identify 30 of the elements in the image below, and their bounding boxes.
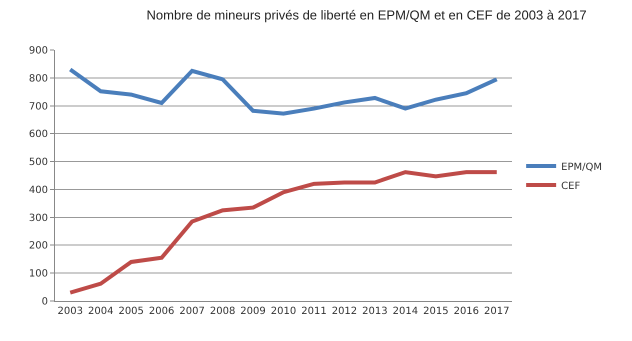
line-series <box>68 68 499 116</box>
y-tick-label: 500 <box>28 157 48 168</box>
x-tick-label: 2007 <box>179 306 205 317</box>
x-tick-label: 2016 <box>454 306 480 317</box>
x-tick-label: 2015 <box>423 306 449 317</box>
x-tick-label: 2013 <box>362 306 388 317</box>
y-tick-label: 600 <box>28 129 48 140</box>
chart-title: Nombre de mineurs privés de liberté en EPM/QM et en CEF de 2003 à 2017 <box>146 7 587 22</box>
y-tick-label: 100 <box>28 268 48 280</box>
x-tick-label: 2010 <box>270 306 296 317</box>
y-tick-label: 200 <box>28 240 48 252</box>
legend-label: EPM/QM <box>561 162 602 173</box>
x-tick-label: 2009 <box>240 306 266 317</box>
x-tick-label: 2014 <box>392 306 418 317</box>
x-tick-label: 2006 <box>148 306 174 317</box>
x-tick-label: 2017 <box>484 306 510 317</box>
y-tick-label: 800 <box>28 73 48 84</box>
y-tick-label: 700 <box>28 101 48 112</box>
x-tick-label: 2011 <box>301 306 327 317</box>
y-tick-label: 300 <box>28 212 48 224</box>
y-tick-label: 900 <box>28 46 48 56</box>
legend-label: CEF <box>561 180 580 192</box>
line-series <box>68 170 499 295</box>
x-tick-label: 2004 <box>88 306 114 317</box>
x-tick-label: 2003 <box>58 306 83 317</box>
x-tick-label: 2012 <box>332 306 358 317</box>
y-tick-label: 400 <box>28 184 48 196</box>
x-tick-label: 2005 <box>118 306 144 317</box>
y-tick-label: 0 <box>42 296 48 308</box>
x-tick-label: 2008 <box>210 306 236 317</box>
